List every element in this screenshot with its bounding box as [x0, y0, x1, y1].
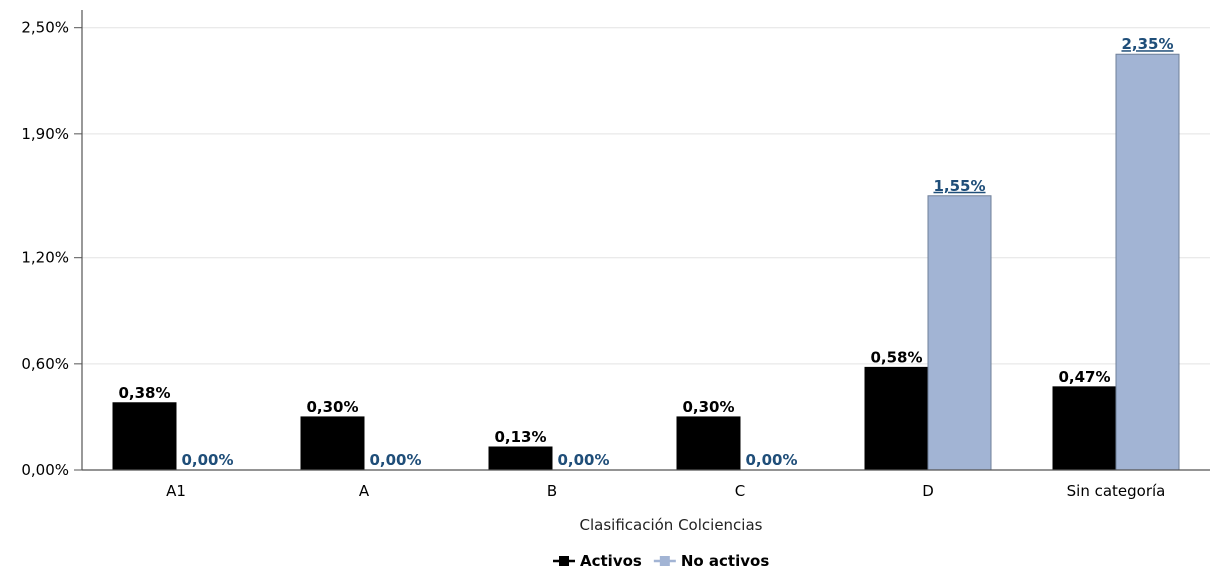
x-tick-label: A1	[166, 482, 186, 500]
data-label: 0,58%	[870, 348, 922, 366]
data-label: 1,55%	[933, 177, 985, 195]
legend-label: No activos	[681, 552, 769, 570]
bar-no-activos	[927, 195, 992, 471]
data-label: 0,00%	[181, 451, 233, 469]
data-label: 0,13%	[494, 428, 546, 446]
data-label: 0,38%	[118, 384, 170, 402]
data-label: 0,00%	[369, 451, 421, 469]
bar-activos	[112, 402, 177, 471]
data-label: 0,30%	[306, 398, 358, 416]
bar-activos	[864, 366, 929, 471]
legend-marker	[559, 556, 569, 566]
data-labels: 0,38% 0,00% 0,30% 0,00% 0,13% 0,00% 0,30% 0,00%…	[118, 35, 1173, 469]
data-label: 0,00%	[557, 451, 609, 469]
x-axis-title: Clasificación Colciencias	[580, 516, 763, 534]
x-tick-label: D	[922, 482, 934, 500]
legend-label: Activos	[580, 552, 642, 570]
axes: 0,00% 0,60% 1,20% 1,90% 2,50% A1 A B C D Sin categ…	[21, 10, 1210, 500]
y-tick-label: 0,60%	[21, 355, 69, 373]
y-tick-label: 0,00%	[21, 461, 69, 479]
data-label: 0,30%	[682, 398, 734, 416]
x-tick-label: C	[735, 482, 745, 500]
data-label: 2,35%	[1121, 35, 1173, 53]
bar-no-activos	[1115, 53, 1180, 471]
data-label: 0,00%	[745, 451, 797, 469]
y-tick-label: 1,90%	[21, 125, 69, 143]
legend-marker	[659, 556, 670, 566]
x-tick-label: B	[547, 482, 557, 500]
data-label: 0,47%	[1058, 368, 1110, 386]
legend: Activos No activos	[553, 552, 769, 570]
y-tick-label: 1,20%	[21, 249, 69, 267]
gridlines	[82, 27, 1210, 365]
bar-activos	[488, 446, 553, 471]
bar-activos	[1052, 386, 1117, 471]
y-tick-label: 2,50%	[21, 19, 69, 37]
bar-activos	[300, 416, 365, 471]
bar-activos	[676, 416, 741, 471]
x-tick-label: Sin categoría	[1067, 482, 1166, 500]
x-tick-label: A	[359, 482, 370, 500]
bars	[112, 53, 1180, 471]
